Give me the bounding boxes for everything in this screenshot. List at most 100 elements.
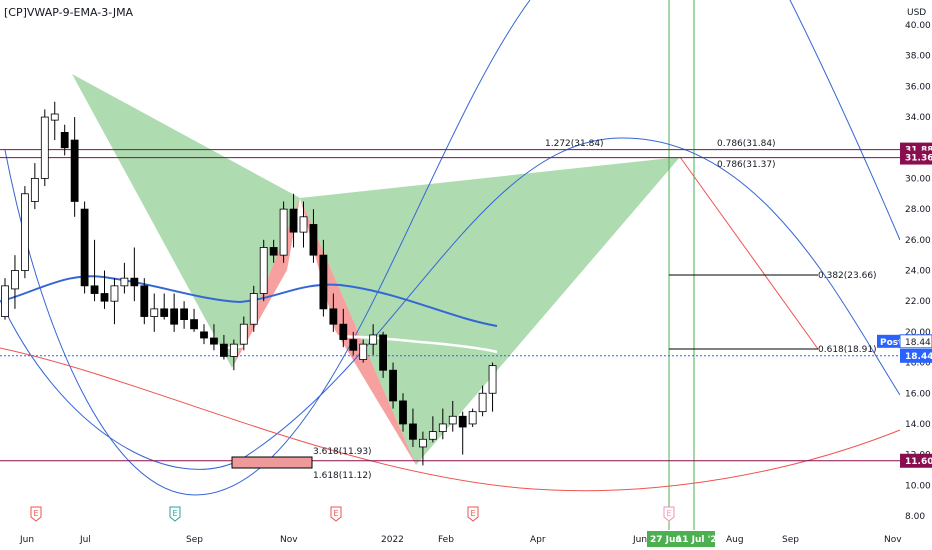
candle-body[interactable] xyxy=(259,247,268,294)
time-tick: Nov xyxy=(884,535,902,545)
target-zone-box[interactable] xyxy=(231,456,313,469)
candle-body[interactable] xyxy=(478,392,487,413)
fib-label-1272: 1.272(31.84) xyxy=(545,139,604,149)
price-tick: 38.00 xyxy=(905,52,931,62)
time-tick: Jun xyxy=(19,535,34,545)
candle-body[interactable] xyxy=(458,415,467,428)
earnings-icon[interactable]: E xyxy=(30,506,42,522)
price-tag xyxy=(900,150,932,165)
candle-body[interactable] xyxy=(40,116,49,179)
candle-body[interactable] xyxy=(279,208,288,256)
candle-body[interactable] xyxy=(409,423,417,440)
candle-body[interactable] xyxy=(289,208,298,233)
candle-body[interactable] xyxy=(229,343,238,357)
cycle-curve-1 xyxy=(4,0,531,496)
candle-body[interactable] xyxy=(180,308,189,320)
event-markers: E E E E E xyxy=(30,506,675,522)
candle-body[interactable] xyxy=(468,411,477,425)
time-axis[interactable]: Jun Jul Sep Nov 2022 Feb Apr Jun Aug Sep Nov 27 Jun… xyxy=(0,530,932,550)
price-tag-label: 11.60 xyxy=(905,457,932,467)
post-value-box xyxy=(899,334,932,349)
candle-body[interactable] xyxy=(140,285,149,317)
candle-body[interactable] xyxy=(110,285,119,302)
earnings-icon[interactable]: E xyxy=(169,506,181,522)
candle-body[interactable] xyxy=(30,178,39,202)
candle-body[interactable] xyxy=(60,132,69,149)
price-axis-bg xyxy=(900,0,932,530)
svg-text:E: E xyxy=(173,509,178,518)
svg-text:E: E xyxy=(471,509,476,518)
candlestick-series xyxy=(1,101,497,466)
candle-body[interactable] xyxy=(369,334,378,345)
candle-body[interactable] xyxy=(399,400,407,425)
time-tick: Jun xyxy=(632,535,647,545)
candle-body[interactable] xyxy=(379,334,388,371)
candle-body[interactable] xyxy=(20,193,29,271)
price-tick: 22.00 xyxy=(905,297,931,307)
candle-body[interactable] xyxy=(100,293,109,302)
price-tick: 40.00 xyxy=(905,21,931,31)
candle-body[interactable] xyxy=(488,365,497,394)
candle-body[interactable] xyxy=(309,224,318,256)
post-badge xyxy=(877,334,900,348)
fib-label-382: 0.382(23.66) xyxy=(818,271,877,281)
projection-line xyxy=(679,156,819,350)
candle-body[interactable] xyxy=(90,285,99,294)
earnings-icon[interactable]: E xyxy=(330,506,342,522)
candle-body[interactable] xyxy=(1,285,9,317)
candle-body[interactable] xyxy=(200,331,208,339)
cycle-curve-3 xyxy=(789,0,901,241)
candle-body[interactable] xyxy=(50,113,59,121)
candle-body[interactable] xyxy=(219,343,228,357)
time-tick: Aug xyxy=(726,535,744,545)
price-tag-label: 31.36 xyxy=(905,154,932,164)
candle-body[interactable] xyxy=(70,139,79,202)
candle-body[interactable] xyxy=(448,415,457,425)
price-tick: 18.00 xyxy=(905,359,931,369)
candle-body[interactable] xyxy=(190,319,198,330)
candle-body[interactable] xyxy=(389,369,397,402)
candle-body[interactable] xyxy=(418,438,427,448)
svg-text:E: E xyxy=(667,509,672,518)
time-highlight-end: 11 Jul '22 xyxy=(676,535,723,545)
candle-body[interactable] xyxy=(150,308,159,317)
candle-body[interactable] xyxy=(438,423,447,433)
candle-body[interactable] xyxy=(339,323,348,340)
candle-body[interactable] xyxy=(359,343,368,360)
price-tag xyxy=(900,453,932,468)
candle-body[interactable] xyxy=(160,308,169,317)
earnings-icon[interactable]: E xyxy=(663,506,675,522)
time-highlight xyxy=(647,531,715,547)
candle-body[interactable] xyxy=(299,216,308,233)
price-tick: 16.00 xyxy=(905,389,931,399)
post-value: 18.44 xyxy=(905,338,931,348)
candle-body[interactable] xyxy=(329,308,338,325)
candle-body[interactable] xyxy=(80,208,89,287)
svg-text:E: E xyxy=(334,509,339,518)
time-tick: Sep xyxy=(782,535,799,545)
candle-body[interactable] xyxy=(428,431,437,440)
candle-body[interactable] xyxy=(170,308,179,325)
harmonic-triangle-1 xyxy=(72,74,300,368)
candle-body[interactable] xyxy=(210,337,218,345)
price-axis[interactable]: USD40.0038.0036.0034.0032.0030.0028.0026… xyxy=(877,0,932,530)
time-tick: Nov xyxy=(280,535,298,545)
price-tick: 28.00 xyxy=(905,205,931,215)
candle-body[interactable] xyxy=(130,277,139,287)
candle-body[interactable] xyxy=(11,270,19,290)
candle-body[interactable] xyxy=(120,277,129,287)
time-tick: Sep xyxy=(186,535,203,545)
price-tick: 20.00 xyxy=(905,328,931,338)
fib-label-786a: 0.786(31.84) xyxy=(717,139,776,149)
candle-body[interactable] xyxy=(249,293,258,325)
candle-body[interactable] xyxy=(319,254,328,310)
candle-body[interactable] xyxy=(349,339,358,351)
fib-label-618: 0.618(18.91) xyxy=(818,345,877,355)
price-tick: 8.00 xyxy=(905,512,925,522)
earnings-icon[interactable]: E xyxy=(467,506,479,522)
candle-body[interactable] xyxy=(239,323,248,345)
candle-body[interactable] xyxy=(269,247,278,256)
price-tick: 36.00 xyxy=(905,82,931,92)
harmonic-triangle-2 xyxy=(300,157,680,465)
